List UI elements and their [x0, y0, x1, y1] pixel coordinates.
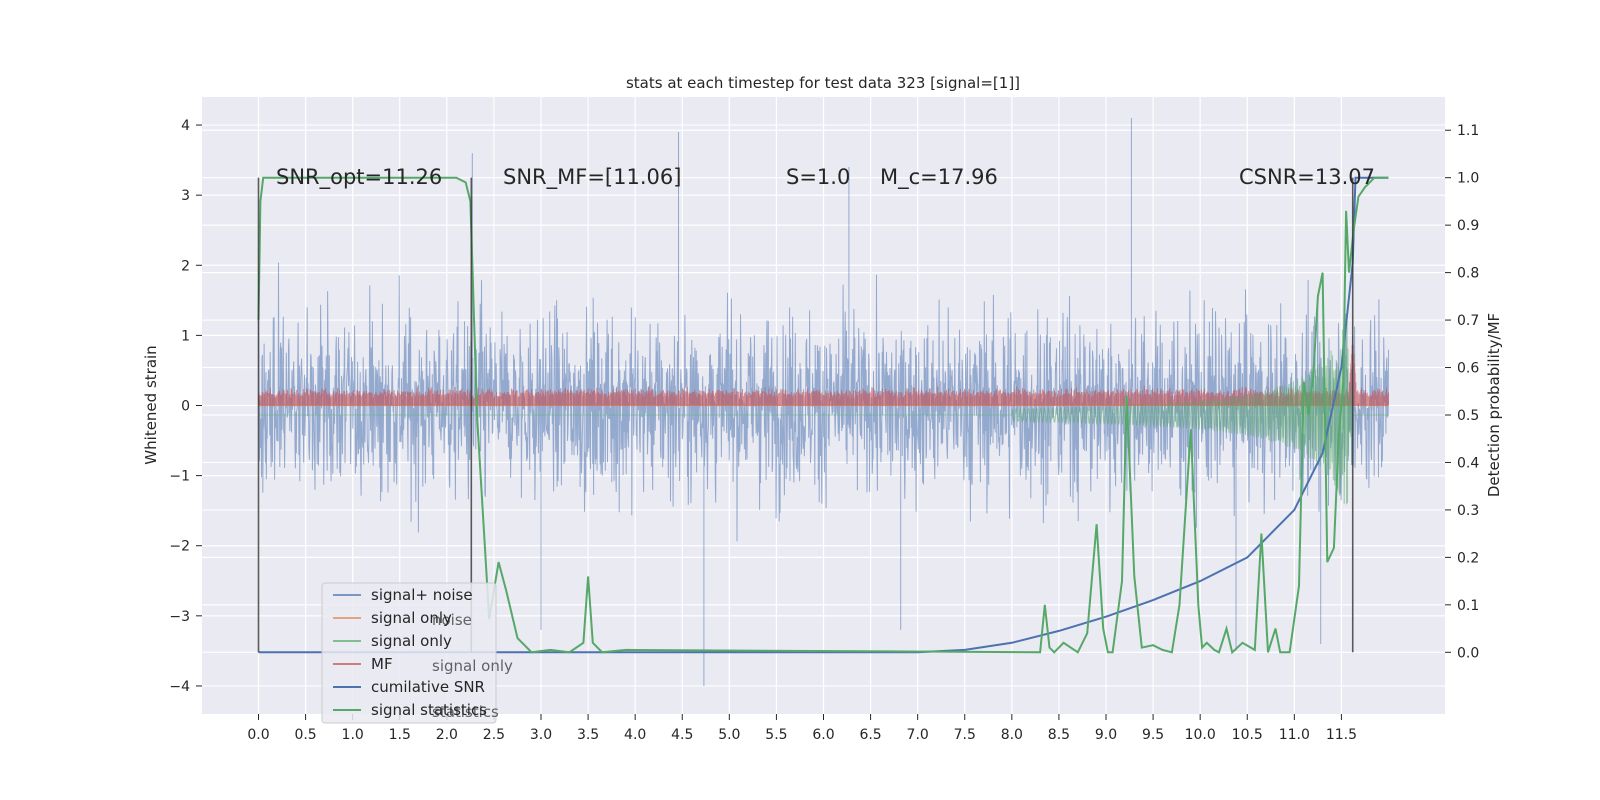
y-right-tick-label: 0.9	[1457, 218, 1479, 234]
series-layer	[257, 118, 1389, 686]
x-tick-label: 4.0	[624, 727, 646, 743]
y-right-tick-label: 0.0	[1457, 645, 1479, 661]
y-right-tick-label: 0.8	[1457, 266, 1479, 282]
y-left-tick-label: 3	[181, 188, 190, 204]
y-right-tick-label: 1.0	[1457, 171, 1479, 187]
left-axis-label: Whitened strain	[142, 345, 160, 464]
x-tick-label: 10.5	[1232, 727, 1263, 743]
legend-label: signal only	[371, 632, 452, 650]
y-right-tick-label: 0.3	[1457, 503, 1479, 519]
legend-label: MF	[371, 655, 393, 673]
right-axis-label: Detection probability/MF	[1485, 313, 1503, 497]
y-left-tick-label: 2	[181, 258, 190, 274]
y-left-tick-label: −4	[169, 679, 190, 695]
x-tick-label: 2.0	[436, 727, 458, 743]
y-right-tick-label: 0.5	[1457, 408, 1479, 424]
legend-ghost-label: signal only	[432, 657, 513, 675]
series-signal-statistics	[257, 176, 1389, 655]
x-tick-label: 8.0	[1001, 727, 1023, 743]
y-right-tick-label: 0.1	[1457, 598, 1479, 614]
legend-entries: signal+ noise signal only signal only MF cum…	[333, 586, 487, 719]
x-tick-label: 3.0	[530, 727, 552, 743]
legend-label: signal only	[371, 609, 452, 627]
annotation-s: S=1.0	[786, 165, 850, 189]
vertical-markers	[257, 177, 1354, 653]
x-tick-label: 0.5	[294, 727, 316, 743]
annotation-mc: M_c=17.96	[880, 165, 998, 190]
x-tick-label: 7.0	[907, 727, 929, 743]
x-axis-ticks: 0.0 0.5 1.0 1.5 2.0 2.5 3.0 3.5 4.0 4.5 5.0 5.5 6.0 6…	[247, 714, 1357, 743]
y-right-tick-label: 0.4	[1457, 455, 1479, 471]
x-tick-label: 9.0	[1095, 727, 1117, 743]
x-tick-label: 6.0	[812, 727, 834, 743]
chart-title: stats at each timestep for test data 323…	[626, 74, 1020, 92]
y-left-tick-label: 1	[181, 328, 190, 344]
y-right-tick-label: 0.6	[1457, 361, 1479, 377]
y-left-tick-label: 0	[181, 399, 190, 415]
x-tick-label: 8.5	[1048, 727, 1070, 743]
series-signal-only-template	[258, 317, 1389, 505]
legend-ghost-label: statistics	[432, 703, 499, 721]
y-left-tick-label: 4	[181, 118, 190, 134]
right-axis-ticks: 1.1 1.0 0.9 0.8 0.7 0.6 0.5 0.4 0.3 0.2 0.1 0.0	[1445, 123, 1479, 661]
x-tick-label: 4.5	[671, 727, 693, 743]
legend-box	[321, 582, 497, 724]
y-left-tick-label: −3	[169, 609, 190, 625]
legend-label: signal statistics	[371, 701, 487, 719]
annotation-csnr: CSNR=13.07	[1239, 165, 1375, 189]
x-tick-label: 3.5	[577, 727, 599, 743]
x-tick-label: 11.5	[1326, 727, 1357, 743]
y-right-tick-label: 1.1	[1457, 123, 1479, 139]
annotation-snr-mf: SNR_MF=[11.06]	[503, 165, 681, 190]
series-cumilative-snr	[258, 176, 1389, 654]
y-left-tick-label: −1	[169, 469, 190, 485]
y-left-tick-label: −2	[169, 539, 190, 555]
x-tick-label: 7.5	[954, 727, 976, 743]
x-tick-label: 6.5	[859, 727, 881, 743]
x-tick-label: 11.0	[1279, 727, 1310, 743]
legend-label: cumilative SNR	[371, 678, 485, 696]
x-tick-label: 10.0	[1185, 727, 1216, 743]
x-tick-label: 5.0	[718, 727, 740, 743]
legend-ghost-label: noise	[432, 611, 472, 629]
x-tick-label: 9.5	[1142, 727, 1164, 743]
x-tick-label: 0.0	[247, 727, 269, 743]
annotation-snr-opt: SNR_opt=11.26	[276, 165, 442, 190]
left-axis-ticks: 4 3 2 1 0 −1 −2 −3 −4	[169, 118, 202, 695]
x-tick-label: 5.5	[765, 727, 787, 743]
legend-ghost-labels: noise signal only statistics	[432, 611, 513, 721]
x-tick-label: 1.5	[389, 727, 411, 743]
x-tick-label: 2.5	[483, 727, 505, 743]
plot-area	[257, 118, 1389, 686]
x-tick-label: 1.0	[342, 727, 364, 743]
y-right-tick-label: 0.2	[1457, 550, 1479, 566]
y-right-tick-label: 0.7	[1457, 313, 1479, 329]
legend-label: signal+ noise	[371, 586, 473, 604]
